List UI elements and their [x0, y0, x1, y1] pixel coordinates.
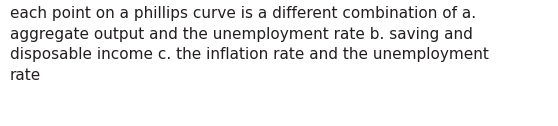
- Text: each point on a phillips curve is a different combination of a.
aggregate output: each point on a phillips curve is a diff…: [10, 6, 489, 83]
